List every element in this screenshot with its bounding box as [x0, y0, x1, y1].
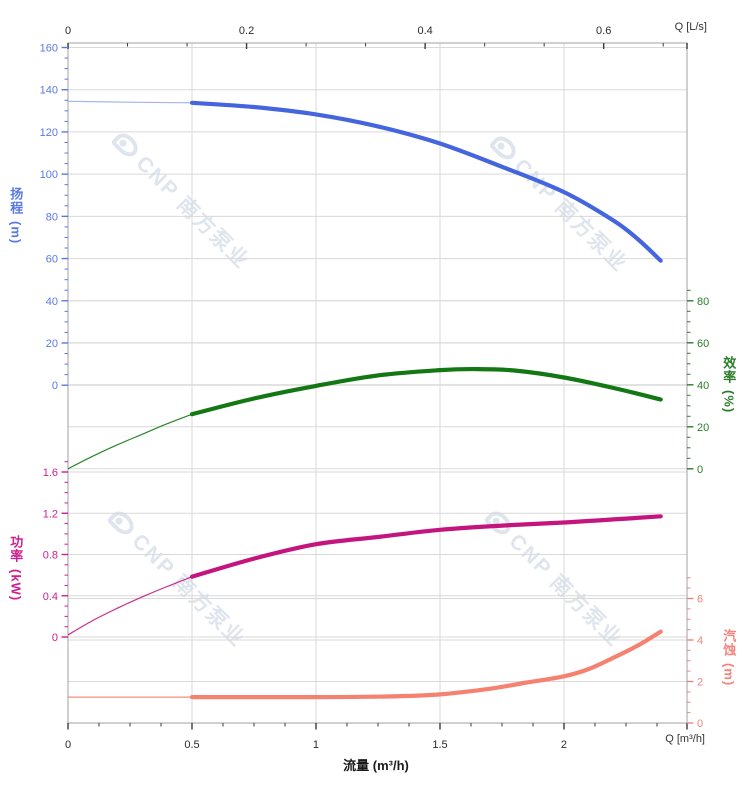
head-axis-title-text: 扬程: [8, 187, 24, 215]
head-tick-label: 140: [40, 85, 58, 97]
npsh-tick-label: 6: [697, 594, 703, 606]
bottom-tick-label: 2: [561, 739, 567, 751]
power-tick-label: 1.2: [43, 508, 58, 520]
bottom-tick-label: 1.5: [432, 739, 447, 751]
eff-tick-label: 0: [697, 464, 703, 476]
head-tick-label: 120: [40, 127, 58, 139]
npsh-tick-label: 0: [697, 718, 703, 730]
top-tick-label: 0: [65, 25, 71, 37]
head-tick-label: 60: [46, 254, 58, 266]
power-tick-label: 0.4: [43, 591, 58, 603]
head-tick-label: 100: [40, 169, 58, 181]
curve-eff-thin: [67, 413, 193, 470]
efficiency-axis-unit: (%): [721, 390, 737, 414]
npsh-axis-unit: (m): [721, 663, 737, 687]
npsh-axis-title: 汽蚀 (m): [720, 629, 736, 686]
head-tick-label: 20: [46, 338, 58, 350]
curve-eff: [189, 366, 663, 417]
eff-tick-label: 20: [697, 422, 709, 434]
top-tick-label: 0.4: [417, 25, 432, 37]
curve-npsh: [189, 629, 663, 700]
bottom-axis-unit-label: Q [m³/h]: [665, 733, 705, 745]
eff-tick-label: 40: [697, 380, 709, 392]
bottom-tick-label: 0: [65, 739, 71, 751]
npsh-axis-title-text: 汽蚀: [721, 629, 737, 657]
top-tick-label: 0.6: [596, 25, 611, 37]
power-axis-title: 功率 (kW): [7, 535, 23, 601]
head-tick-label: 80: [46, 211, 58, 223]
curve-head: [189, 100, 663, 263]
head-tick-label: 0: [52, 380, 58, 392]
top-axis-unit-label: Q [L/s]: [674, 21, 707, 33]
efficiency-axis-title-text: 效率: [721, 356, 737, 384]
power-tick-label: 0: [52, 632, 58, 644]
bottom-tick-label: 0.5: [184, 739, 199, 751]
power-tick-label: 1.6: [43, 467, 58, 479]
bottom-tick-label: 1: [313, 739, 319, 751]
power-axis-title-text: 功率: [8, 535, 24, 563]
npsh-tick-label: 4: [697, 635, 703, 647]
power-axis-unit: (kW): [8, 569, 24, 602]
eff-tick-label: 60: [697, 338, 709, 350]
x-axis-title: 流量 (m³/h): [343, 758, 409, 773]
power-tick-label: 0.8: [43, 550, 58, 562]
curve-power-thin: [67, 576, 193, 636]
head-axis-unit: (m): [8, 221, 24, 245]
curve-power: [189, 514, 663, 579]
eff-tick-label: 80: [697, 296, 709, 308]
efficiency-axis-title: 效率 (%): [720, 356, 736, 413]
head-tick-label: 160: [40, 43, 58, 55]
npsh-tick-label: 2: [697, 677, 703, 689]
head-axis-title: 扬程 (m): [7, 187, 23, 244]
head-tick-label: 40: [46, 296, 58, 308]
curve-head-thin: [67, 100, 193, 104]
top-tick-label: 0.2: [239, 25, 254, 37]
